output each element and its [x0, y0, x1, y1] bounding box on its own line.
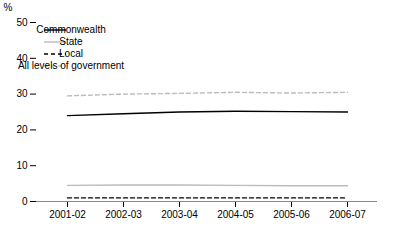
svg-text:2001-02: 2001-02: [49, 209, 86, 220]
svg-text:2006-07: 2006-07: [329, 209, 366, 220]
svg-text:30: 30: [16, 88, 28, 99]
svg-text:50: 50: [16, 17, 28, 28]
svg-text:Local: Local: [59, 48, 83, 59]
svg-text:20: 20: [16, 124, 28, 135]
svg-text:0: 0: [22, 196, 28, 207]
svg-text:2004-05: 2004-05: [217, 209, 254, 220]
svg-text:All levels of government: All levels of government: [18, 60, 124, 71]
svg-text:10: 10: [16, 160, 28, 171]
svg-text:40: 40: [16, 52, 28, 64]
svg-text:Commonwealth: Commonwealth: [36, 24, 105, 35]
svg-text:State: State: [59, 36, 83, 47]
svg-text:%: %: [4, 2, 13, 13]
svg-text:2002-03: 2002-03: [105, 209, 142, 220]
svg-text:2003-04: 2003-04: [161, 209, 198, 220]
svg-text:2005-06: 2005-06: [273, 209, 310, 220]
